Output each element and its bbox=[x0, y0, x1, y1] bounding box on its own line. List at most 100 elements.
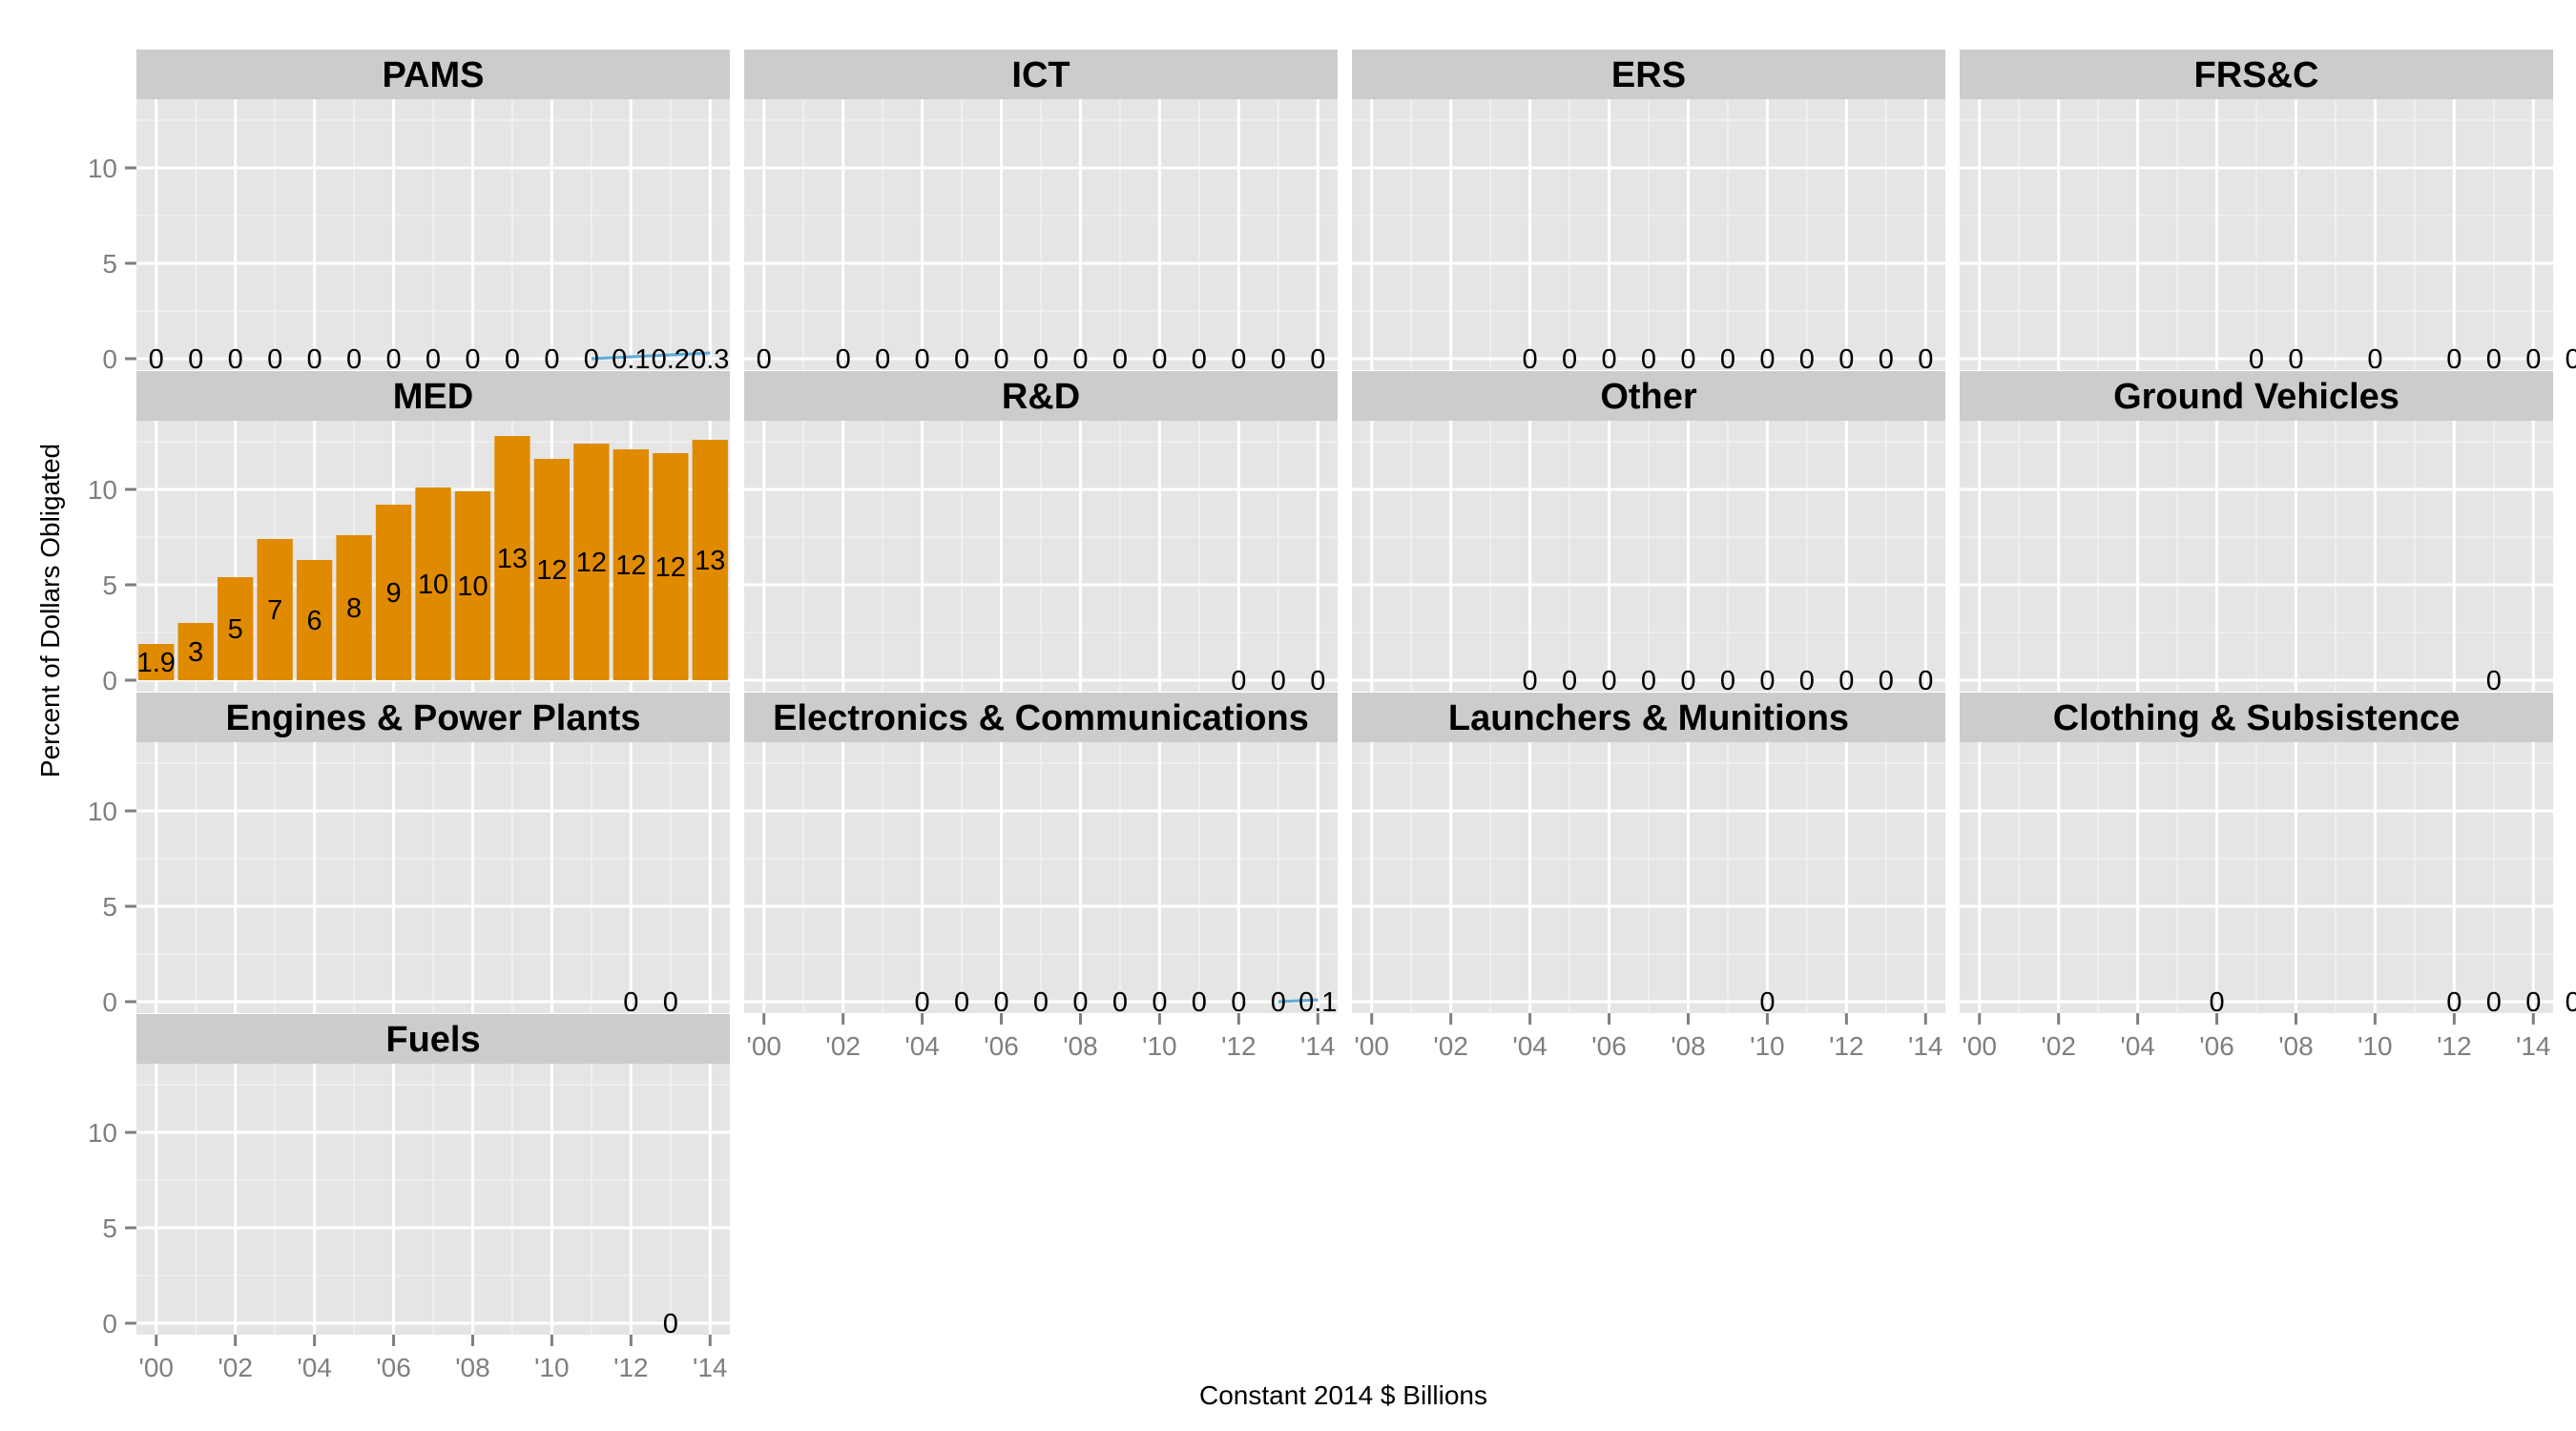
y-tick-label: 5 bbox=[102, 249, 117, 279]
data-label: 0 bbox=[2486, 344, 2502, 375]
facet-title: ERS bbox=[1611, 55, 1686, 95]
facet-strip bbox=[136, 371, 730, 421]
facet-strip bbox=[136, 50, 730, 99]
bar bbox=[533, 459, 571, 680]
x-tick-label: '08 bbox=[1063, 1031, 1098, 1061]
bar bbox=[218, 577, 254, 680]
data-label: 0 bbox=[1152, 344, 1167, 375]
data-label: 0 bbox=[2446, 344, 2462, 375]
data-label: 12 bbox=[655, 552, 686, 583]
y-tick-label: 10 bbox=[88, 475, 117, 505]
data-label: 0 bbox=[2249, 344, 2264, 375]
x-axis-title: Constant 2014 $ Billions bbox=[1199, 1380, 1487, 1410]
facet-title: FRS&C bbox=[2194, 55, 2319, 95]
data-label: 0 bbox=[2288, 344, 2303, 375]
x-tick-label: '14 bbox=[693, 1353, 728, 1382]
data-label: 0 bbox=[1759, 344, 1775, 375]
data-label: 0 bbox=[2486, 987, 2502, 1018]
data-label: 0 bbox=[1271, 987, 1286, 1018]
data-label: 7 bbox=[267, 595, 282, 626]
data-label: 0 bbox=[2525, 344, 2541, 375]
bar bbox=[415, 487, 451, 680]
x-tick-label: '06 bbox=[376, 1353, 411, 1382]
data-label: 0 bbox=[1918, 344, 1933, 375]
facet-title: Engines & Power Plants bbox=[226, 698, 641, 738]
data-label: 0 bbox=[1759, 987, 1775, 1018]
data-label: 0 bbox=[544, 344, 559, 375]
data-label: 0 bbox=[1523, 344, 1538, 375]
x-tick-label: '08 bbox=[1671, 1031, 1706, 1061]
data-label: 0 bbox=[1112, 987, 1128, 1018]
data-label: 0 bbox=[2367, 344, 2382, 375]
x-tick-label: '08 bbox=[2278, 1031, 2314, 1061]
x-tick-label: '00 bbox=[746, 1031, 781, 1061]
data-label: 0 bbox=[465, 344, 480, 375]
data-label: 0 bbox=[915, 987, 930, 1018]
data-label: 0 bbox=[1879, 344, 1894, 375]
data-label: 0 bbox=[1072, 344, 1088, 375]
data-label: 0 bbox=[1192, 344, 1207, 375]
data-label: 0 bbox=[2525, 987, 2541, 1018]
data-label: 0 bbox=[1231, 987, 1246, 1018]
data-label: 6 bbox=[307, 606, 322, 636]
y-tick-label: 5 bbox=[102, 1213, 117, 1243]
x-tick-label: '02 bbox=[1433, 1031, 1468, 1061]
data-label: 8 bbox=[346, 593, 362, 624]
y-tick-label: 0 bbox=[102, 1309, 117, 1338]
facet-strip bbox=[136, 1014, 730, 1064]
facet-strip bbox=[1352, 371, 1945, 421]
x-tick-label: '10 bbox=[2358, 1031, 2393, 1061]
data-label: 0 bbox=[1601, 666, 1616, 696]
data-label: 0 bbox=[663, 987, 678, 1018]
data-label: 0 bbox=[1680, 344, 1695, 375]
data-label: 0 bbox=[1641, 344, 1656, 375]
data-label: 0.2 bbox=[652, 344, 690, 375]
data-label: 0 bbox=[2566, 987, 2576, 1018]
y-tick-label: 0 bbox=[102, 666, 117, 695]
data-label: 0 bbox=[1720, 344, 1735, 375]
facet-panel: Ground Vehicles 0 bbox=[1960, 371, 2553, 696]
facet-title: Electronics & Communications bbox=[773, 698, 1309, 738]
data-label: 0 bbox=[584, 344, 599, 375]
data-label: 0 bbox=[954, 344, 969, 375]
y-tick-label: 5 bbox=[102, 892, 117, 922]
facet-strip bbox=[1960, 693, 2553, 742]
facet-strip bbox=[744, 50, 1338, 99]
data-label: 0 bbox=[1601, 344, 1616, 375]
data-label: 9 bbox=[385, 578, 401, 609]
x-tick-label: '12 bbox=[613, 1353, 649, 1382]
data-label: 0 bbox=[426, 344, 441, 375]
bar bbox=[454, 491, 491, 680]
facet-title: MED bbox=[393, 377, 473, 417]
facet-strip bbox=[744, 693, 1338, 742]
x-tick-label: '08 bbox=[455, 1353, 490, 1382]
data-label: 0 bbox=[1562, 344, 1577, 375]
bar bbox=[573, 444, 610, 680]
data-label: 0 bbox=[1799, 666, 1815, 696]
data-label: 0 bbox=[1033, 344, 1049, 375]
facet-title: R&D bbox=[1002, 377, 1080, 417]
data-label: 0 bbox=[307, 344, 322, 375]
x-tick-label: '06 bbox=[1591, 1031, 1627, 1061]
data-label: 12 bbox=[615, 550, 646, 581]
facet-strip bbox=[1352, 50, 1945, 99]
y-tick-label: 0 bbox=[102, 987, 117, 1017]
data-label: 0 bbox=[623, 987, 638, 1018]
x-tick-label: '02 bbox=[218, 1353, 253, 1382]
data-label: 0 bbox=[1152, 987, 1167, 1018]
data-label: 0 bbox=[1918, 666, 1933, 696]
facet-title: Ground Vehicles bbox=[2113, 377, 2399, 417]
data-label: 0 bbox=[267, 344, 282, 375]
y-tick-label: 5 bbox=[102, 570, 117, 600]
x-tick-label: '04 bbox=[297, 1353, 332, 1382]
data-label: 0.3 bbox=[691, 344, 729, 375]
data-label: 0 bbox=[385, 344, 401, 375]
bar bbox=[375, 505, 412, 680]
facet-title: Launchers & Munitions bbox=[1448, 698, 1849, 738]
data-label: 0 bbox=[1799, 344, 1815, 375]
x-tick-label: '12 bbox=[1221, 1031, 1257, 1061]
